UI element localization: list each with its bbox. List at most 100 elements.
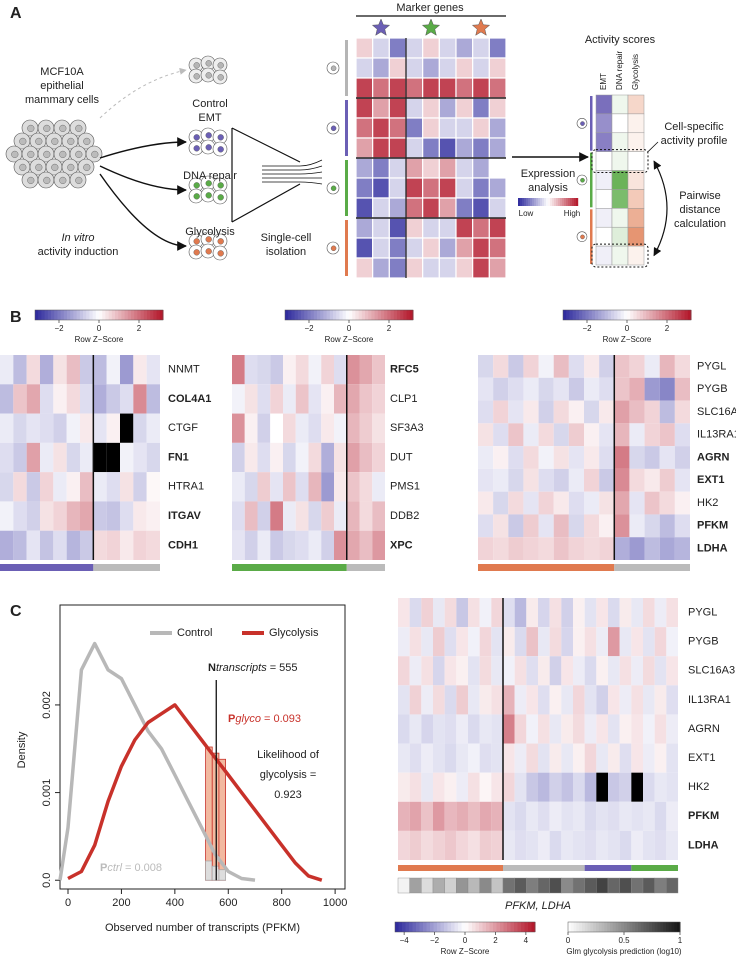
heatmap-cell	[13, 442, 27, 473]
heatmap-cell	[568, 355, 584, 378]
gene-label: AGRN	[688, 723, 720, 735]
prediction-genes: PFKM, LDHA	[505, 900, 571, 912]
condition-label: Control	[192, 98, 227, 110]
marker-title: Marker genes	[396, 2, 464, 14]
colorbar-step	[134, 310, 138, 320]
heatmap-cell	[643, 714, 655, 744]
heatmap-cell	[444, 685, 457, 715]
heatmap-cell	[608, 627, 620, 657]
p-value: = 0.008	[125, 862, 162, 874]
colorbar-step	[423, 922, 427, 932]
heatmap-cell	[478, 446, 494, 469]
heatmap-cell	[514, 830, 527, 860]
profile-label: activity profile	[661, 135, 728, 147]
heatmap-cell	[631, 830, 643, 860]
colorbar-step	[570, 922, 575, 932]
heatmap-cell	[146, 472, 160, 502]
heatmap-cell	[66, 442, 80, 473]
heatmap-cell	[295, 413, 309, 443]
heatmap-cell	[674, 446, 690, 469]
colorbar-step	[291, 310, 296, 320]
heatmap-cell	[270, 442, 283, 473]
heatmap-cell	[491, 772, 503, 802]
heatmap-cell	[93, 413, 107, 443]
colorbar-step	[147, 310, 151, 320]
heatmap-cell	[619, 830, 632, 860]
colorbar-tick-label: 0	[347, 324, 352, 333]
colorbar-step	[63, 310, 68, 320]
colorbar-step	[143, 310, 148, 320]
heatmap-cell	[538, 685, 550, 715]
n-subscript: transcripts	[216, 662, 267, 674]
colorbar-step	[409, 922, 413, 932]
heatmap-cell	[405, 77, 424, 99]
prediction-cell	[514, 877, 527, 894]
gene-label: PFKM	[688, 810, 719, 822]
colorbar-step	[371, 310, 376, 320]
heatmap-cell	[659, 468, 675, 492]
funnel-line	[262, 181, 323, 185]
colorbar-step	[668, 310, 673, 320]
colorbar-step	[397, 310, 401, 320]
colorbar-step	[307, 310, 312, 320]
heatmap-cell	[409, 656, 422, 686]
heatmap-cell	[80, 413, 94, 443]
heatmap-cell	[584, 423, 600, 447]
heatmap-cell	[321, 472, 334, 502]
heatmap-cell	[596, 627, 608, 657]
heatmap-cell	[372, 384, 385, 414]
heatmap-cell	[308, 530, 322, 560]
heatmap-cell	[455, 57, 474, 79]
nucleus	[580, 177, 585, 183]
heatmap-cell	[654, 656, 667, 686]
heatmap-cell	[584, 685, 597, 715]
gene-label: DUT	[390, 451, 413, 463]
gene-label: HK2	[688, 781, 709, 793]
x-axis-title: Observed number of transcripts (PFKM)	[105, 922, 300, 934]
heatmap-cell	[514, 656, 527, 686]
heatmap-cell	[120, 530, 134, 560]
colorbar-step	[528, 922, 532, 932]
heatmap-cell	[455, 197, 474, 219]
heatmap-cell	[643, 598, 655, 628]
colorbar-step	[358, 310, 363, 320]
nucleus	[59, 150, 67, 158]
colorbar-step	[576, 922, 580, 932]
heatmap-cell	[438, 97, 457, 119]
heatmap-cell	[654, 598, 667, 628]
heatmap-cell	[479, 801, 492, 831]
colorbar-step	[646, 310, 650, 320]
nucleus	[217, 146, 224, 153]
heatmap-cell	[456, 714, 468, 744]
heatmap-cell	[40, 442, 54, 473]
n-annotation: Ntranscripts = 555	[208, 662, 298, 674]
colorbar-step	[623, 310, 628, 320]
heatmap-cell	[619, 685, 632, 715]
heatmap-cell	[479, 830, 492, 860]
heatmap-cell	[308, 355, 322, 385]
heatmap-cell	[599, 537, 615, 560]
gene-label: LDHA	[688, 839, 719, 851]
colorbar-step	[406, 310, 411, 320]
activity-cell	[595, 132, 613, 152]
heatmap-cell	[538, 423, 554, 447]
prediction-cell	[467, 877, 480, 894]
heatmap-cell	[270, 384, 283, 414]
heatmap-cell	[659, 537, 675, 560]
heatmap-cell	[388, 137, 407, 159]
heatmap-cell	[654, 685, 667, 715]
group-bar	[590, 152, 593, 208]
density-line	[58, 641, 256, 882]
colorbar-step	[437, 922, 441, 932]
heatmap-cell	[614, 423, 630, 447]
colorbar-label: Row Z−Score	[75, 335, 124, 344]
heatmap-cell	[568, 400, 584, 424]
colorbar-step	[579, 922, 583, 932]
heatmap-cell	[421, 830, 433, 860]
colorbar-step	[632, 922, 636, 932]
heatmap-cell	[0, 355, 14, 385]
heatmap-cell	[346, 530, 360, 560]
colorbar-step	[320, 310, 324, 320]
heatmap-cell	[468, 743, 480, 773]
